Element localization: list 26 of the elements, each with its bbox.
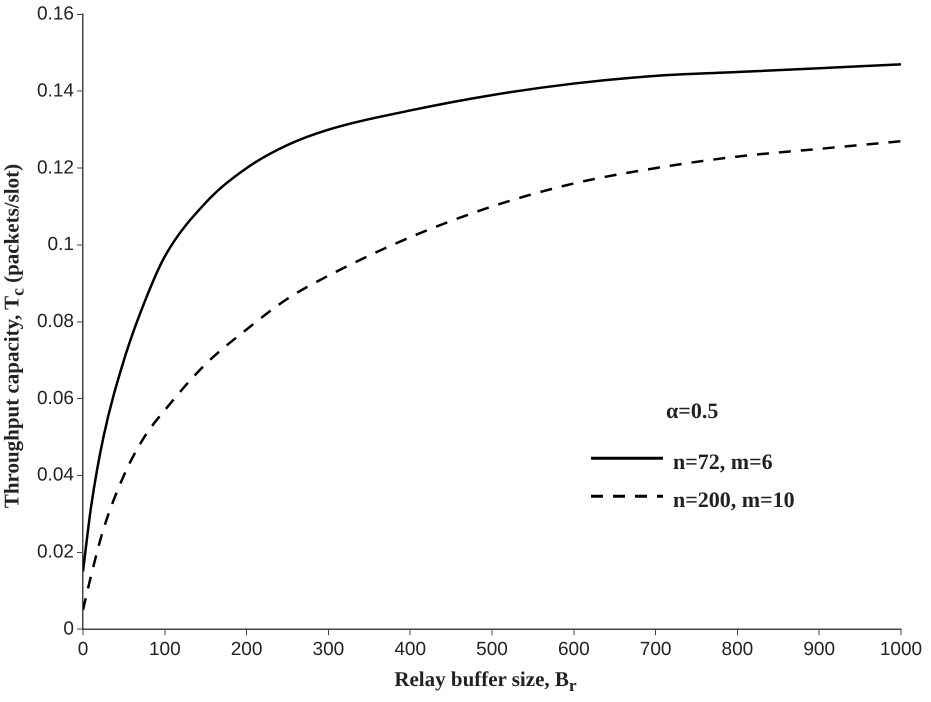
legend-label: n=72, m=6 bbox=[673, 448, 773, 474]
x-tick-label: 400 bbox=[394, 638, 426, 660]
line-series bbox=[82, 140, 901, 612]
y-tick-label: 0.02 bbox=[36, 542, 74, 563]
x-axis-title: Relay buffer size, B$_{r}$ bbox=[393, 666, 578, 696]
x-tick-label: 1000 bbox=[880, 638, 922, 660]
y-tick-label: 0.06 bbox=[36, 388, 74, 409]
legend-title: α=0.5 bbox=[666, 398, 718, 423]
y-tick-label: 0 bbox=[63, 618, 74, 640]
x-tick-label: 800 bbox=[722, 638, 754, 660]
y-tick-label: 0.12 bbox=[36, 157, 74, 178]
x-tick-label: 100 bbox=[148, 638, 181, 660]
x-tick-label: 900 bbox=[803, 638, 836, 660]
x-tick-label: 700 bbox=[640, 638, 672, 660]
y-tick-label: 0.08 bbox=[36, 311, 74, 332]
x-tick-label: 200 bbox=[230, 638, 262, 660]
y-tick-label: 0.16 bbox=[36, 4, 74, 25]
x-tick-label: 500 bbox=[476, 638, 508, 660]
y-tick-label: 0.14 bbox=[36, 80, 74, 102]
y-tick-label: 0.04 bbox=[36, 464, 74, 486]
line-series bbox=[82, 63, 901, 573]
y-tick-label: 0.1 bbox=[48, 234, 74, 256]
x-tick-label: 0 bbox=[78, 638, 88, 660]
x-tick-label: 300 bbox=[312, 638, 344, 660]
x-tick-label: 600 bbox=[558, 638, 590, 660]
legend-label: n=200, m=10 bbox=[673, 486, 795, 512]
